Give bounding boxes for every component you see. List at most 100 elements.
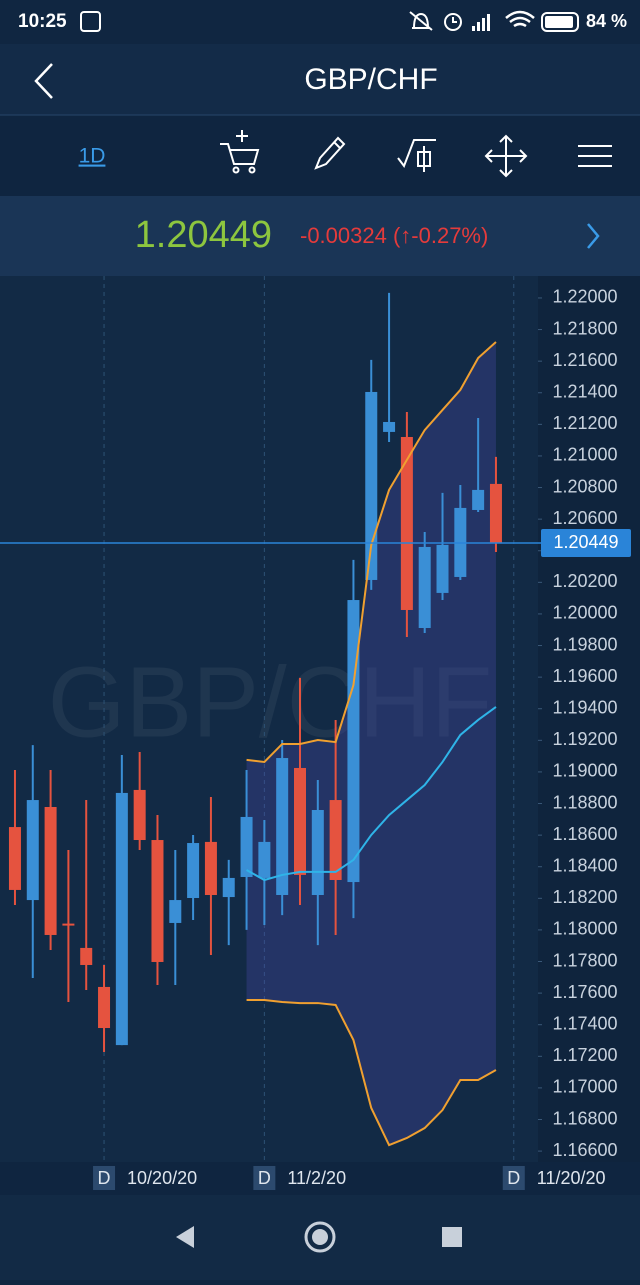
battery-icon (541, 12, 579, 32)
nav-back[interactable] (176, 1226, 194, 1248)
y-tick-label: 1.20000 (552, 603, 617, 623)
candle-body (347, 600, 360, 883)
y-tick-label: 1.17400 (552, 1013, 617, 1033)
y-tick-label: 1.17600 (552, 982, 617, 1002)
y-tick-label: 1.20600 (552, 508, 617, 528)
y-tick-label: 1.19800 (552, 634, 617, 654)
candle-body (258, 841, 271, 878)
candle-body (26, 800, 39, 901)
y-tick-label: 1.16800 (552, 1108, 617, 1128)
candle-body (44, 806, 57, 935)
candle-body (400, 436, 413, 610)
candle-body (115, 792, 128, 1046)
nav-home-dot (312, 1229, 328, 1245)
battery-level (545, 16, 573, 28)
y-tick-label: 1.19200 (552, 729, 617, 749)
candle-body (293, 767, 306, 875)
y-tick-label: 1.19600 (552, 666, 617, 686)
period-marker: D (507, 1168, 520, 1188)
y-tick-label: 1.17800 (552, 950, 617, 970)
indicator-button[interactable] (397, 139, 436, 172)
status-bar (0, 0, 640, 44)
back-button[interactable] (34, 63, 53, 99)
move-button[interactable] (484, 134, 528, 178)
x-tick-label: 10/20/20 (127, 1168, 197, 1188)
x-tick-label: 11/20/20 (537, 1168, 606, 1188)
y-tick-label: 1.21000 (552, 445, 617, 465)
cart-wheel (248, 166, 256, 174)
candle-body (329, 800, 342, 880)
candle-body (311, 810, 324, 895)
menu-button[interactable] (578, 145, 612, 167)
wifi (505, 10, 535, 28)
cart-wheel (232, 166, 240, 174)
quote-change: -0.00324 (↑-0.27%) (300, 223, 488, 248)
header (0, 44, 640, 115)
y-tick-label: 1.19000 (552, 761, 617, 781)
y-tick-label: 1.21400 (552, 382, 617, 402)
y-axis-area (538, 276, 640, 1162)
period-marker-box (93, 1166, 116, 1190)
candle-body (418, 546, 431, 628)
y-tick-label: 1.22000 (552, 287, 617, 307)
period-marker-box (253, 1166, 276, 1190)
y-tick-label: 1.16600 (552, 1140, 617, 1160)
indicator-line (246, 341, 497, 764)
status-icon (80, 11, 101, 32)
candle-body (472, 489, 485, 510)
candle-body (8, 827, 21, 890)
period-marker-box (502, 1166, 525, 1190)
quote-bar (0, 196, 640, 276)
candle-body (187, 843, 200, 899)
quote-detail-button[interactable] (587, 223, 600, 249)
header-title: GBP/CHF (304, 63, 437, 96)
candle-body (80, 947, 93, 965)
y-tick-label: 1.18800 (552, 792, 617, 812)
y-tick-label: 1.17200 (552, 1045, 617, 1065)
y-tick-label: 1.19400 (552, 697, 617, 717)
price-label-box (541, 529, 631, 558)
y-tick-label: 1.18200 (552, 887, 617, 907)
y-tick-label: 1.20200 (552, 571, 617, 591)
x-tick-label: 11/2/20 (287, 1168, 346, 1188)
candle-body (98, 986, 111, 1029)
toolbar (0, 115, 640, 195)
draw-button[interactable] (314, 136, 346, 170)
candle-body (489, 483, 502, 544)
y-tick-label: 1.18000 (552, 919, 617, 939)
clock: 10:25 (18, 11, 67, 32)
y-tick-label: 1.21800 (552, 318, 617, 338)
y-tick-label: 1.18400 (552, 855, 617, 875)
candle-body (204, 841, 217, 895)
candle-body (133, 789, 146, 841)
plot-area (0, 276, 538, 1162)
price-label: 1.20449 (553, 532, 618, 552)
nav-recent[interactable] (442, 1227, 462, 1247)
period-marker: D (258, 1168, 271, 1188)
y-tick-label: 1.20800 (552, 476, 617, 496)
y-tick-label: 1.21200 (552, 413, 617, 433)
add-order-button[interactable] (220, 130, 260, 165)
period-marker: D (98, 1168, 111, 1188)
candle-body (222, 877, 235, 898)
candle-body (436, 544, 449, 593)
candle-body (169, 900, 182, 923)
battery-text: 84 % (586, 11, 627, 31)
candle-body (62, 923, 75, 926)
signal (472, 14, 490, 31)
quote-price: 1.20449 (135, 214, 272, 256)
watermark: GBP/CHF (48, 646, 492, 758)
indicator-line (246, 706, 497, 882)
status-icons (409, 11, 462, 31)
y-tick-label: 1.17000 (552, 1077, 617, 1097)
y-tick-label: 1.21600 (552, 350, 617, 370)
candle-body (276, 758, 289, 895)
candle-body (383, 421, 396, 432)
candle-body (240, 816, 253, 877)
nav-home[interactable] (304, 1221, 336, 1253)
timeframe-button[interactable]: 1D (79, 145, 106, 168)
candle-body (151, 840, 164, 962)
indicator-line (246, 999, 497, 1147)
y-tick-label: 1.18600 (552, 824, 617, 844)
